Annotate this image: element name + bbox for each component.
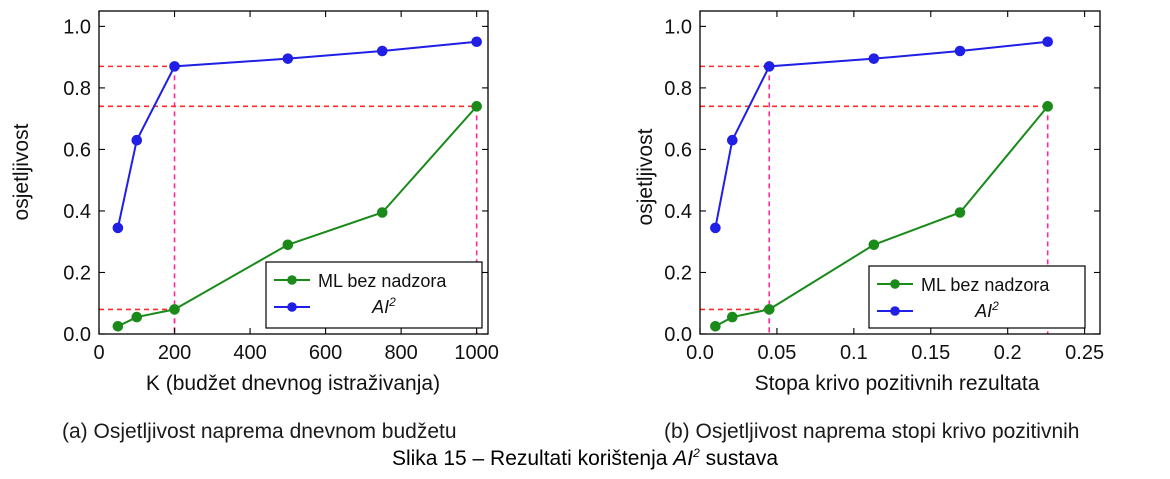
c1-series-0-point-4 [954, 207, 966, 218]
figure-caption-sup: 2 [693, 446, 700, 460]
c1-ytick-label-5: 1.0 [664, 16, 692, 38]
c1-xtick-label-5: 0.25 [1065, 342, 1104, 364]
c1-ytick-label-1: 0.2 [664, 262, 692, 284]
figure-caption: Slika 15 – Rezultati korištenja AI2 sust… [0, 446, 1170, 471]
c1-series-0-point-1 [727, 311, 738, 323]
c1-ytick-label-2: 0.4 [664, 201, 692, 223]
c0-series-1-point-0 [112, 222, 124, 234]
c1-series-0-point-3 [868, 239, 880, 251]
c1-xtick-label-2: 0.1 [840, 342, 868, 364]
c0-series-0-point-0 [112, 321, 124, 332]
c1-legend-marker-0 [890, 279, 900, 289]
c1-xtick-label-1: 0.05 [757, 342, 796, 364]
c1-xtick-label-0: 0.0 [686, 342, 714, 364]
c0-series-0-point-2 [169, 304, 180, 315]
c1-series-1-line [714, 40, 1048, 229]
c0-series-0-point-5 [471, 101, 482, 112]
figure-caption-ai: AI [673, 447, 694, 470]
c0-series-1-point-5 [471, 36, 482, 48]
c0-xtick-label-3: 600 [309, 342, 342, 364]
c1-ytick-label-4: 0.8 [664, 78, 692, 100]
c0-ytick-label-1: 0.2 [63, 262, 91, 284]
c0-series-1-line [116, 40, 477, 229]
subcaption-a: (a) Osjetljivost naprema dnevnom budžetu [62, 420, 457, 443]
c1-legend-label-0: ML bez nadzora [921, 275, 1050, 295]
c0-ytick-label-5: 1.0 [63, 16, 91, 38]
figure-caption-prefix: Slika 15 – Rezultati korištenja [391, 447, 674, 470]
c1-series-1-point-1 [727, 134, 738, 146]
c1-series-0-point-2 [763, 304, 775, 315]
c0-xtick-label-1: 200 [158, 342, 191, 364]
c0-y-axis-label: osjetljivost [10, 123, 33, 220]
c1-series-1-point-2 [763, 61, 775, 72]
c1-xtick-label-3: 0.15 [911, 342, 950, 364]
c1-series-1-point-0 [710, 222, 721, 234]
c0-xtick-label-0: 0 [93, 342, 104, 364]
c0-xtick-label-5: 1000 [454, 342, 499, 364]
chart-sensitivity-vs-false-positive-rate: 0.0 0.05 0.1 0.15 0.2 0.25 0.0 0.2 0.4 0.6 0.8 1.0 S… [634, 10, 1104, 395]
c1-series-0-point-0 [710, 321, 721, 332]
c1-y-axis-label: osjetljivost [634, 128, 657, 225]
c1-xtick-label-4: 0.2 [994, 342, 1022, 364]
c0-legend-label-0: ML bez nadzora [318, 271, 447, 291]
c0-x-axis-label: K (budžet dnevnog istraživanja) [146, 372, 440, 395]
c1-series-1-point-5 [1042, 36, 1053, 48]
c0-legend-box [265, 261, 483, 329]
c0-legend-marker-0 [287, 275, 297, 285]
c1-legend-marker-1 [890, 306, 900, 316]
figure-caption-suffix: sustava [699, 447, 779, 470]
c0-series-1-point-3 [282, 53, 294, 64]
c1-x-axis-label: Stopa krivo pozitivnih rezultata [755, 372, 1040, 395]
c0-series-1-point-4 [376, 45, 388, 57]
c0-plot-frame [98, 10, 489, 335]
c0-ytick-label-2: 0.4 [63, 201, 91, 223]
c0-ytick-label-3: 0.6 [63, 139, 91, 161]
c0-series-0-point-3 [282, 239, 294, 251]
c0-ytick-label-4: 0.8 [63, 78, 91, 100]
c1-legend-box [868, 265, 1086, 329]
c0-series-1-point-2 [169, 61, 180, 72]
subcaption-b: (b) Osjetljivost naprema stopi krivo poz… [664, 420, 1080, 443]
c0-ytick-label-0: 0.0 [63, 324, 91, 346]
c1-series-0-point-5 [1042, 101, 1053, 112]
c1-ytick-label-0: 0.0 [664, 324, 692, 346]
c1-series-1-point-4 [954, 45, 966, 57]
c1-series-1-point-3 [868, 53, 880, 64]
chart-sensitivity-vs-budget: 0 200 400 600 800 1000 0.0 0.2 0.4 0.6 0.8 1.0 K (bu… [10, 10, 499, 395]
c0-xtick-label-2: 400 [233, 342, 266, 364]
c0-series-0-point-1 [131, 311, 143, 323]
c1-plot-frame [699, 10, 1101, 335]
c1-ytick-label-3: 0.6 [664, 139, 692, 161]
c0-series-0-point-4 [376, 207, 388, 218]
c0-xtick-label-4: 800 [384, 342, 417, 364]
c0-legend-marker-1 [287, 302, 297, 312]
c0-series-1-point-1 [131, 134, 143, 146]
